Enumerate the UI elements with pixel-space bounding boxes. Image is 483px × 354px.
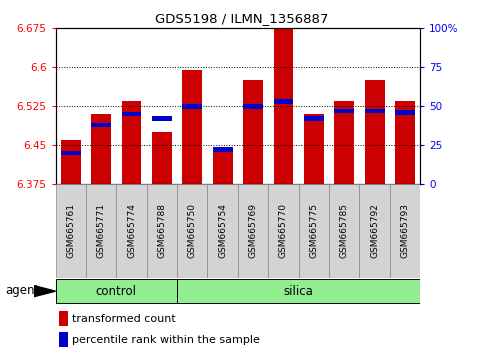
Text: GSM665771: GSM665771 [97,204,106,258]
Bar [152,116,172,121]
Bar [334,109,354,113]
FancyBboxPatch shape [298,184,329,278]
Text: GSM665788: GSM665788 [157,204,167,258]
FancyBboxPatch shape [116,184,147,278]
Bar [213,148,232,184]
Text: GSM665792: GSM665792 [370,204,379,258]
Text: GSM665769: GSM665769 [249,204,257,258]
Text: percentile rank within the sample: percentile rank within the sample [72,335,260,345]
Bar [59,311,68,326]
FancyBboxPatch shape [268,184,298,278]
Bar [273,99,293,104]
Bar [304,114,324,184]
FancyBboxPatch shape [359,184,390,278]
FancyBboxPatch shape [56,279,177,303]
Bar [365,80,384,184]
Bar [243,80,263,184]
Bar [395,110,415,115]
Bar [91,114,111,184]
Text: GSM665754: GSM665754 [218,204,227,258]
Text: GSM665761: GSM665761 [66,204,75,258]
Bar [61,150,81,155]
Bar [365,109,384,113]
Text: GSM665774: GSM665774 [127,204,136,258]
Bar [59,332,68,347]
Bar [273,23,293,184]
Text: agent: agent [5,285,39,297]
Text: GSM665750: GSM665750 [188,204,197,258]
Bar [334,101,354,184]
Polygon shape [34,286,56,297]
Text: GSM665770: GSM665770 [279,204,288,258]
Bar [122,101,142,184]
Text: silica: silica [284,285,313,298]
Text: transformed count: transformed count [72,314,176,324]
Bar [152,132,172,184]
Bar [122,112,142,116]
Text: GSM665785: GSM665785 [340,204,349,258]
Bar [395,101,415,184]
Bar [183,70,202,184]
Bar [183,104,202,109]
Text: GSM665775: GSM665775 [309,204,318,258]
FancyBboxPatch shape [329,184,359,278]
Bar [61,140,81,184]
Bar [304,116,324,121]
FancyBboxPatch shape [56,184,86,278]
FancyBboxPatch shape [86,184,116,278]
Text: control: control [96,285,137,298]
Text: GSM665793: GSM665793 [400,204,410,258]
Text: GDS5198 / ILMN_1356887: GDS5198 / ILMN_1356887 [155,12,328,25]
FancyBboxPatch shape [177,184,208,278]
FancyBboxPatch shape [238,184,268,278]
FancyBboxPatch shape [208,184,238,278]
Bar [213,148,232,152]
Bar [243,104,263,109]
FancyBboxPatch shape [177,279,420,303]
FancyBboxPatch shape [147,184,177,278]
Bar [91,122,111,127]
FancyBboxPatch shape [390,184,420,278]
